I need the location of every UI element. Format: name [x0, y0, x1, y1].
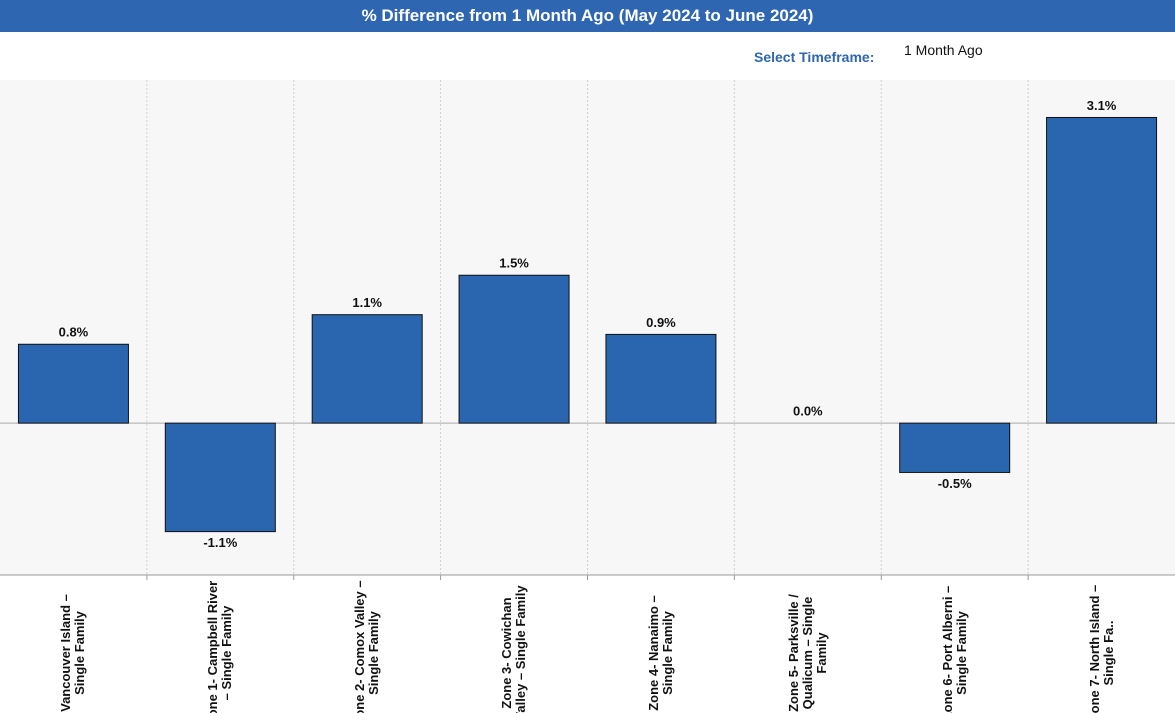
- x-tick-label: Vancouver Island – Single Family: [58, 594, 88, 712]
- bar: [164, 422, 276, 533]
- data-label: 3.1%: [1087, 98, 1117, 113]
- x-tick-label: Zone 6- Port Alberni – Single Family: [939, 585, 969, 713]
- data-label: 0.9%: [646, 315, 676, 330]
- bar: [605, 333, 717, 424]
- x-tick-label: Zone 5- Parksville / Qualicum – Single F…: [785, 594, 829, 712]
- data-label: 0.8%: [59, 325, 89, 340]
- data-label: -1.1%: [203, 535, 237, 550]
- x-tick-label: Zone 2- Comox Valley – Single Family: [352, 580, 382, 713]
- x-tick-label: Zone 1- Campbell River – Single Family: [205, 580, 235, 713]
- category-labels: Vancouver Island – Single Family Zone 1- …: [0, 577, 1175, 713]
- bar: [17, 343, 129, 424]
- data-label: 1.5%: [499, 256, 529, 271]
- bar: [458, 274, 570, 424]
- x-tick-label: Zone 7- North Island – Single Fa..: [1086, 584, 1116, 713]
- bar: [899, 422, 1011, 473]
- x-tick-label: Zone 3- Cowichan Valley – Single Family: [499, 585, 529, 713]
- data-label: 1.1%: [352, 295, 382, 310]
- timeframe-label: Select Timeframe:: [754, 49, 875, 65]
- data-label: 0.0%: [793, 404, 823, 419]
- timeframe-selector[interactable]: 1 Month Ago: [904, 42, 983, 58]
- bar: [311, 314, 423, 424]
- chart-title: % Difference from 1 Month Ago (May 2024 …: [0, 0, 1175, 32]
- bar: [1046, 116, 1158, 424]
- data-label: -0.5%: [938, 476, 972, 491]
- x-tick-label: Zone 4- Nanaimo – Single Family: [645, 595, 675, 711]
